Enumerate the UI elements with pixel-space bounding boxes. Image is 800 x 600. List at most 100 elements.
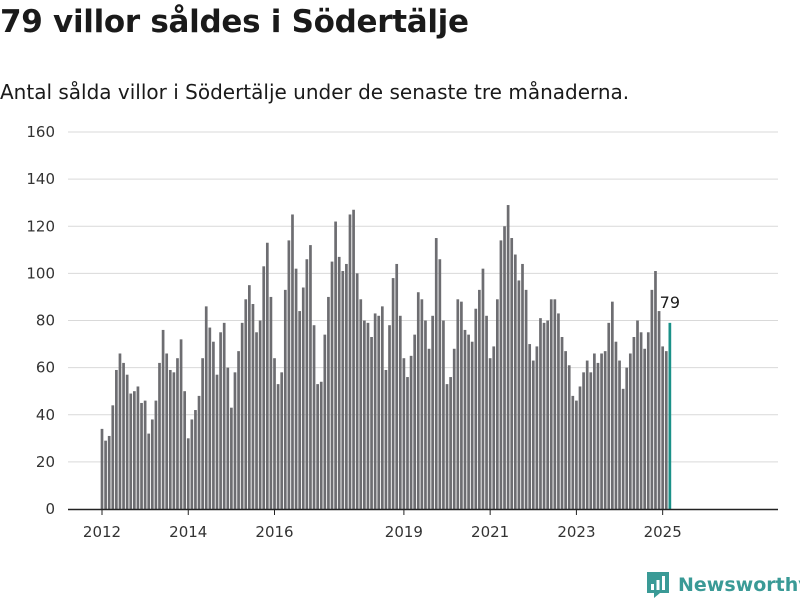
y-tick-label: 0 (45, 500, 55, 518)
x-tick-label: 2012 (83, 523, 121, 541)
bar (111, 405, 115, 509)
y-tick-label: 100 (26, 264, 55, 282)
bar (593, 353, 596, 509)
bar (478, 289, 481, 509)
last-value-callout: 79 (660, 293, 680, 312)
bar (172, 372, 176, 509)
bar (345, 263, 348, 509)
bar (528, 344, 532, 509)
bar (366, 322, 370, 509)
newsworthy-logo: Newsworthy (645, 570, 800, 600)
x-tick-label: 2023 (557, 523, 595, 541)
bar (201, 358, 204, 509)
bar (161, 329, 165, 509)
bar (564, 351, 567, 509)
bar (204, 306, 208, 509)
bar (621, 388, 625, 509)
bar (122, 362, 125, 509)
bar (154, 400, 158, 509)
bar (104, 440, 107, 509)
bar (463, 329, 467, 509)
y-tick-label: 80 (36, 312, 55, 330)
bar (248, 285, 251, 509)
bar (467, 334, 470, 509)
bar (460, 301, 463, 509)
bar (143, 400, 147, 509)
bar (614, 341, 618, 509)
bar (352, 209, 355, 509)
bar (309, 245, 312, 509)
bar (470, 341, 474, 509)
bar (557, 313, 560, 509)
bar (319, 381, 323, 509)
bar (334, 221, 337, 509)
bar (402, 358, 406, 509)
bar (654, 271, 657, 509)
bar (323, 334, 327, 509)
bars (100, 205, 672, 509)
bar (258, 320, 262, 509)
bar (661, 346, 665, 509)
brand-name: Newsworthy (678, 574, 800, 596)
bar-highlight (668, 322, 672, 509)
bar (506, 205, 510, 509)
bar (646, 332, 650, 509)
bar (240, 322, 244, 509)
bar (632, 336, 636, 509)
bar (639, 332, 643, 509)
y-tick-label: 120 (26, 217, 55, 235)
bar (316, 384, 319, 509)
bar (603, 351, 607, 509)
bar (517, 280, 521, 509)
bar (391, 278, 395, 509)
bar (186, 438, 190, 509)
bar (129, 393, 133, 509)
bar (650, 289, 654, 509)
bar (398, 315, 402, 509)
bar (237, 351, 240, 509)
bar (438, 259, 442, 509)
bar (132, 391, 136, 509)
bar (327, 296, 330, 509)
bar (499, 240, 503, 509)
bar (190, 419, 194, 509)
bar (150, 419, 154, 509)
bar (107, 435, 111, 509)
bar (388, 325, 391, 509)
bar (452, 348, 456, 509)
bar (409, 355, 413, 509)
bar (485, 315, 488, 509)
bar (255, 332, 258, 509)
bar (431, 315, 434, 509)
bar (251, 304, 255, 509)
bar (531, 360, 535, 509)
bar (244, 299, 248, 509)
bar (208, 327, 212, 509)
bar (434, 238, 438, 509)
bar (294, 268, 298, 509)
bar (348, 214, 352, 509)
bar (262, 266, 266, 509)
bar (273, 358, 276, 509)
bar (524, 289, 528, 509)
bar (194, 410, 197, 509)
bar (492, 346, 496, 509)
bar (589, 372, 593, 509)
bar (140, 402, 143, 509)
bar (373, 313, 377, 509)
bar (276, 384, 280, 509)
x-tick-label: 2014 (169, 523, 207, 541)
bar (298, 311, 302, 509)
bar (553, 299, 557, 509)
x-tick-label: 2016 (255, 523, 293, 541)
bar (513, 254, 517, 509)
x-axis-ticks: 2012 2014 2016 2019 2021 2023 2025 (83, 509, 682, 541)
bar (560, 336, 564, 509)
chart-subtitle: Antal sålda villor i Södertälje under de… (0, 80, 630, 104)
x-tick-label: 2021 (471, 523, 509, 541)
bar (312, 325, 316, 509)
bar (567, 365, 571, 509)
bar (521, 263, 524, 509)
bar (183, 391, 187, 509)
